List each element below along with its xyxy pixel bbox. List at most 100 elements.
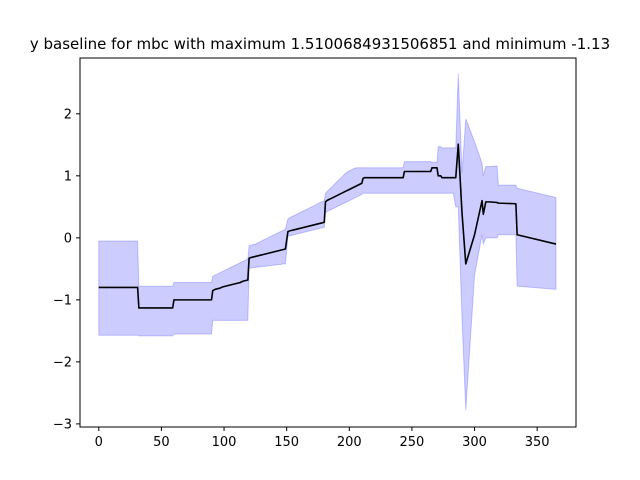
axes-layer: 0 50 100 150 200 250 300 350 −3 −2 −1 0 1 2: [53, 57, 577, 450]
data-point: [237, 282, 239, 284]
data-point: [328, 199, 330, 201]
data-point: [316, 223, 318, 225]
y-tick-label: −1: [53, 293, 72, 308]
band-layer: [98, 73, 557, 411]
data-point: [321, 222, 323, 224]
x-tick-label: 200: [337, 435, 362, 450]
data-point: [138, 307, 140, 309]
data-point: [285, 248, 287, 250]
data-point: [298, 228, 300, 230]
data-point: [341, 192, 343, 194]
data-point: [235, 283, 237, 285]
data-point: [245, 280, 247, 282]
data-point: [252, 256, 254, 258]
data-point: [323, 222, 325, 224]
data-point: [402, 177, 404, 179]
data-point: [555, 243, 557, 245]
data-point: [359, 184, 361, 186]
data-point: [224, 285, 226, 287]
spread-band: [98, 73, 557, 411]
x-tick-label: 300: [462, 435, 487, 450]
data-point: [452, 177, 454, 179]
data-point: [247, 279, 249, 281]
x-tick-label: 100: [212, 435, 237, 450]
data-point: [212, 290, 214, 292]
series-line-0: [98, 143, 557, 309]
data-point: [301, 227, 303, 229]
plot-frame: [79, 57, 577, 428]
data-point: [354, 186, 356, 188]
data-point: [318, 223, 320, 225]
data-point: [222, 286, 224, 288]
data-point: [346, 190, 348, 192]
data-point: [257, 255, 259, 257]
data-point: [325, 201, 327, 203]
data-point: [291, 230, 293, 232]
data-point: [255, 256, 257, 258]
data-point: [515, 203, 517, 205]
data-point: [242, 280, 244, 282]
x-tick-label: 150: [274, 435, 299, 450]
data-point: [489, 201, 491, 203]
data-point: [230, 284, 232, 286]
data-point: [440, 175, 442, 177]
data-point: [338, 194, 340, 196]
x-tick-label: 250: [400, 435, 425, 450]
data-point: [219, 287, 221, 289]
data-point: [364, 177, 366, 179]
x-tick-label: 0: [95, 435, 103, 450]
data-point: [306, 226, 308, 228]
y-tick-label: −3: [53, 417, 72, 432]
data-point: [483, 213, 485, 215]
data-point: [272, 251, 274, 253]
data-point: [404, 171, 406, 173]
data-point: [232, 284, 234, 286]
data-point: [303, 227, 305, 229]
data-point: [351, 187, 353, 189]
data-point: [474, 234, 476, 236]
data-point: [313, 224, 315, 226]
data-point: [361, 182, 363, 184]
data-point: [430, 171, 432, 173]
data-point: [308, 225, 310, 227]
data-point: [336, 195, 338, 197]
data-point: [270, 252, 272, 254]
data-point: [262, 254, 264, 256]
data-point: [240, 282, 242, 284]
data-point: [481, 200, 483, 202]
data-point: [267, 253, 269, 255]
data-point: [217, 288, 219, 290]
data-point: [282, 249, 284, 251]
data-point: [275, 251, 277, 253]
data-point: [457, 143, 459, 145]
data-point: [296, 228, 298, 230]
data-point: [137, 287, 139, 289]
x-tick-label: 50: [153, 435, 170, 450]
data-point: [211, 299, 213, 301]
data-point: [348, 189, 350, 191]
data-point: [461, 212, 463, 214]
data-point: [277, 250, 279, 252]
y-tick-label: −2: [53, 355, 72, 370]
data-point: [437, 175, 439, 177]
data-point: [516, 234, 518, 236]
y-tick-label: 1: [64, 169, 72, 184]
data-point: [98, 287, 100, 289]
data-point: [356, 185, 358, 187]
data-point: [431, 167, 433, 169]
data-point: [498, 202, 500, 204]
x-tick-label: 350: [525, 435, 550, 450]
y-tick-label: 0: [64, 231, 72, 246]
data-point: [250, 257, 252, 259]
chart-title: y baseline for mbc with maximum 1.510068…: [30, 35, 610, 53]
data-point: [280, 249, 282, 251]
y-tick-label: 2: [64, 107, 72, 122]
data-point: [455, 177, 457, 179]
data-point: [260, 254, 262, 256]
data-point: [441, 177, 443, 179]
data-point: [293, 229, 295, 231]
data-point: [326, 200, 328, 202]
data-point: [311, 225, 313, 227]
data-point: [288, 230, 290, 232]
